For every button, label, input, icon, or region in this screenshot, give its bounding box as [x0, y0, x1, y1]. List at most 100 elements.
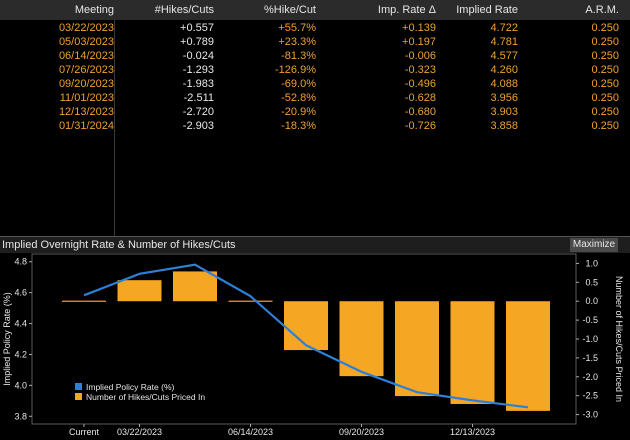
- cell-meeting: 03/22/2023: [58, 22, 114, 34]
- table-row[interactable]: 01/31/2024 -2.903 -18.3% -0.726 3.858 0.…: [0, 119, 630, 133]
- col-hikes-header[interactable]: #Hikes/Cuts: [154, 4, 214, 16]
- cell-pct: -20.9%: [281, 106, 316, 118]
- cell-meeting: 05/03/2023: [58, 36, 114, 48]
- left-tick-label: 4.6: [14, 288, 27, 298]
- left-tick-label: 4.4: [14, 319, 27, 329]
- cell-arm: 0.250: [591, 64, 619, 76]
- cell-imp: -0.680: [404, 106, 436, 118]
- table-row[interactable]: 05/03/2023 +0.789 +23.3% +0.197 4.781 0.…: [0, 35, 630, 49]
- x-tick-label: Current: [69, 427, 100, 437]
- x-tick-label: 06/14/2023: [228, 427, 273, 437]
- cell-meeting: 07/26/2023: [58, 64, 114, 76]
- cell-pct: +23.3%: [278, 36, 316, 48]
- col-rate-header[interactable]: Implied Rate: [456, 4, 518, 16]
- cell-rate: 4.260: [490, 64, 518, 76]
- cell-hikes: -0.024: [182, 50, 214, 62]
- right-tick-label: -2.0: [582, 372, 598, 382]
- cell-imp: -0.628: [404, 92, 436, 104]
- cell-imp: +0.139: [402, 22, 436, 34]
- left-tick-label: 3.8: [14, 411, 27, 421]
- line-implied-policy-rate[interactable]: [83, 263, 529, 409]
- x-tick-label: 03/22/2023: [117, 427, 162, 437]
- cell-rate: 3.956: [490, 92, 518, 104]
- cell-hikes: +0.789: [180, 36, 214, 48]
- table-row[interactable]: 06/14/2023 -0.024 -81.3% -0.006 4.577 0.…: [0, 49, 630, 63]
- bar-11/01/2023[interactable]: [395, 301, 439, 397]
- meeting-table: Meeting #Hikes/Cuts %Hike/Cut Imp. Rate …: [0, 0, 630, 236]
- cell-arm: 0.250: [591, 106, 619, 118]
- cell-pct: -81.3%: [281, 50, 316, 62]
- maximize-button[interactable]: Maximize: [570, 238, 618, 252]
- column-divider: [114, 20, 115, 236]
- table-row[interactable]: 09/20/2023 -1.983 -69.0% -0.496 4.088 0.…: [0, 77, 630, 91]
- cell-rate: 4.577: [490, 50, 518, 62]
- legend-swatch: [75, 383, 82, 390]
- bar-03/22/2023[interactable]: [117, 280, 162, 302]
- cell-pct: -69.0%: [281, 78, 316, 90]
- cell-arm: 0.250: [591, 22, 619, 34]
- cell-arm: 0.250: [591, 78, 619, 90]
- right-tick-label: -0.5: [582, 315, 598, 325]
- cell-arm: 0.250: [591, 92, 619, 104]
- cell-imp: -0.496: [404, 78, 436, 90]
- cell-pct: -126.9%: [275, 64, 316, 76]
- right-tick-label: 0.5: [585, 277, 598, 287]
- left-tick-label: 4.8: [14, 257, 27, 267]
- cell-rate: 3.903: [490, 106, 518, 118]
- bar-12/13/2023[interactable]: [450, 301, 495, 404]
- cell-meeting: 01/31/2024: [58, 120, 114, 132]
- cell-hikes: +0.557: [180, 22, 214, 34]
- right-axis-label: Number of Hikes/Cuts Priced In: [614, 276, 624, 402]
- legend-label: Implied Policy Rate (%): [86, 382, 175, 392]
- left-axis-label: Implied Policy Rate (%): [2, 292, 12, 386]
- left-tick-label: 4.0: [14, 380, 27, 390]
- cell-rate: 3.858: [490, 120, 518, 132]
- cell-hikes: -2.511: [183, 92, 214, 104]
- table-row[interactable]: 12/13/2023 -2.720 -20.9% -0.680 3.903 0.…: [0, 105, 630, 119]
- cell-hikes: -2.903: [182, 120, 214, 132]
- right-tick-label: 0.0: [585, 296, 598, 306]
- cell-hikes: -1.293: [182, 64, 214, 76]
- col-pct-header[interactable]: %Hike/Cut: [264, 4, 316, 16]
- cell-arm: 0.250: [591, 50, 619, 62]
- bar-01/31/2024[interactable]: [506, 301, 550, 411]
- col-imp-header[interactable]: Imp. Rate Δ: [377, 4, 436, 16]
- table-row[interactable]: 07/26/2023 -1.293 -126.9% -0.323 4.260 0…: [0, 63, 630, 77]
- right-tick-label: -1.0: [582, 334, 598, 344]
- x-tick-label: 12/13/2023: [450, 427, 495, 437]
- bar-06/14/2023[interactable]: [228, 300, 273, 302]
- cell-meeting: 06/14/2023: [58, 50, 114, 62]
- x-tick-label: 09/20/2023: [339, 427, 384, 437]
- right-tick-label: -3.0: [582, 410, 598, 420]
- cell-rate: 4.088: [490, 78, 518, 90]
- cell-arm: 0.250: [591, 36, 619, 48]
- table-row[interactable]: 11/01/2023 -2.511 -52.8% -0.628 3.956 0.…: [0, 91, 630, 105]
- right-tick-label: 1.0: [585, 258, 598, 268]
- cell-arm: 0.250: [591, 120, 619, 132]
- cell-pct: -18.3%: [281, 120, 316, 132]
- col-arm-header[interactable]: A.R.M.: [585, 4, 619, 16]
- legend-label: Number of Hikes/Cuts Priced In: [86, 392, 205, 402]
- cell-rate: 4.722: [490, 22, 518, 34]
- cell-meeting: 12/13/2023: [58, 106, 114, 118]
- bar-07/26/2023[interactable]: [284, 301, 328, 351]
- table-header: Meeting #Hikes/Cuts %Hike/Cut Imp. Rate …: [0, 0, 630, 20]
- right-tick-label: -2.5: [582, 391, 598, 401]
- cell-rate: 4.781: [490, 36, 518, 48]
- cell-pct: +55.7%: [278, 22, 316, 34]
- right-tick-label: -1.5: [582, 353, 598, 363]
- cell-meeting: 11/01/2023: [59, 92, 114, 104]
- bar-Current[interactable]: [62, 300, 106, 302]
- cell-hikes: -1.983: [182, 78, 214, 90]
- col-meeting-header[interactable]: Meeting: [74, 4, 114, 16]
- cell-imp: -0.323: [404, 64, 436, 76]
- cell-imp: -0.726: [404, 120, 436, 132]
- left-tick-label: 4.2: [14, 349, 27, 359]
- chart-title: Implied Overnight Rate & Number of Hikes…: [2, 239, 236, 251]
- cell-pct: -52.8%: [281, 92, 316, 104]
- bar-05/03/2023[interactable]: [173, 271, 217, 302]
- legend-swatch: [75, 393, 82, 400]
- cell-imp: +0.197: [402, 36, 436, 48]
- table-row[interactable]: 03/22/2023 +0.557 +55.7% +0.139 4.722 0.…: [0, 21, 630, 35]
